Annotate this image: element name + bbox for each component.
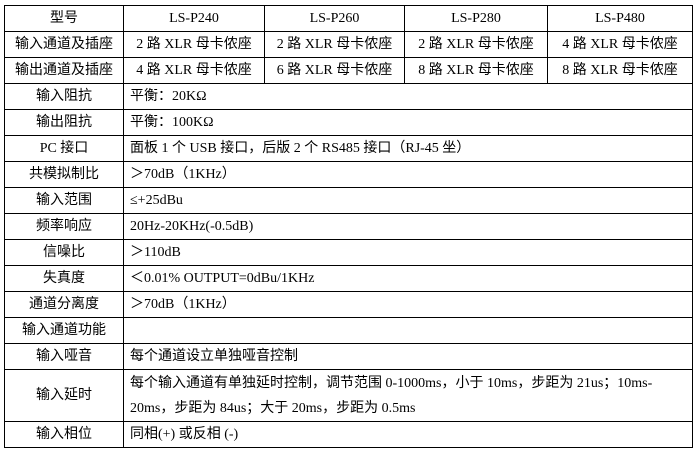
row-value: 面板 1 个 USB 接口，后版 2 个 RS485 接口（RJ-45 坐） (123, 135, 693, 162)
row-value: ＞70dB（1KHz） (123, 161, 693, 188)
row-label: 输入通道功能 (4, 317, 124, 344)
product-spec-table: 型号 LS-P240 LS-P260 LS-P280 LS-P480 输入通道及… (4, 5, 693, 448)
row-value (123, 317, 693, 344)
row-value: 同相(+) 或反相 (-) (123, 421, 693, 448)
table-row-input-range: 输入范围 ≤+25dBu (4, 187, 693, 214)
table-row-cmrr: 共模拟制比 ＞70dB（1KHz） (4, 161, 693, 188)
cell-value: 8 路 XLR 母卡侬座 (404, 57, 548, 84)
table-row-input-impedance: 输入阻抗 平衡：20KΩ (4, 83, 693, 110)
cell-value: 2 路 XLR 母卡侬座 (404, 31, 548, 58)
row-value: ＞70dB（1KHz） (123, 291, 693, 318)
model-name: LS-P280 (404, 5, 548, 32)
table-row-frequency-response: 频率响应 20Hz-20KHz(-0.5dB) (4, 213, 693, 240)
table-row-input-channel-functions: 输入通道功能 (4, 317, 693, 344)
model-name: LS-P480 (547, 5, 693, 32)
cell-value: 4 路 XLR 母卡侬座 (123, 57, 265, 84)
row-label: 输入延时 (4, 369, 124, 422)
row-value: ＜0.01% OUTPUT=0dBu/1KHz (123, 265, 693, 292)
row-label: 共模拟制比 (4, 161, 124, 188)
row-value: ＞110dB (123, 239, 693, 266)
table-row-input-phase: 输入相位 同相(+) 或反相 (-) (4, 421, 693, 448)
table-row-input-channels: 输入通道及插座 2 路 XLR 母卡侬座 2 路 XLR 母卡侬座 2 路 XL… (4, 31, 693, 58)
row-value: 平衡：100KΩ (123, 109, 693, 136)
row-label: 输入范围 (4, 187, 124, 214)
row-label: 输入相位 (4, 421, 124, 448)
table-row-output-impedance: 输出阻抗 平衡：100KΩ (4, 109, 693, 136)
table-row-snr: 信噪比 ＞110dB (4, 239, 693, 266)
cell-value: 2 路 XLR 母卡侬座 (264, 31, 405, 58)
header-model-label: 型号 (4, 5, 124, 32)
row-label: 输入通道及插座 (4, 31, 124, 58)
row-label: 失真度 (4, 265, 124, 292)
table-row-input-delay: 输入延时 每个输入通道有单独延时控制，调节范围 0-1000ms，小于 10ms… (4, 369, 693, 422)
table-row-pc-interface: PC 接口 面板 1 个 USB 接口，后版 2 个 RS485 接口（RJ-4… (4, 135, 693, 162)
row-label: 输入哑音 (4, 343, 124, 370)
row-value: ≤+25dBu (123, 187, 693, 214)
row-label: 信噪比 (4, 239, 124, 266)
row-label: PC 接口 (4, 135, 124, 162)
cell-value: 4 路 XLR 母卡侬座 (547, 31, 693, 58)
row-label: 输出阻抗 (4, 109, 124, 136)
header-row: 型号 LS-P240 LS-P260 LS-P280 LS-P480 (4, 5, 693, 32)
cell-value: 2 路 XLR 母卡侬座 (123, 31, 265, 58)
row-value: 20Hz-20KHz(-0.5dB) (123, 213, 693, 240)
model-name: LS-P240 (123, 5, 265, 32)
row-value: 平衡：20KΩ (123, 83, 693, 110)
row-value: 每个通道设立单独哑音控制 (123, 343, 693, 370)
table-row-input-mute: 输入哑音 每个通道设立单独哑音控制 (4, 343, 693, 370)
model-name: LS-P260 (264, 5, 405, 32)
cell-value: 6 路 XLR 母卡侬座 (264, 57, 405, 84)
row-value: 每个输入通道有单独延时控制，调节范围 0-1000ms，小于 10ms，步距为 … (123, 369, 693, 422)
cell-value: 8 路 XLR 母卡侬座 (547, 57, 693, 84)
row-label: 频率响应 (4, 213, 124, 240)
table-row-channel-separation: 通道分离度 ＞70dB（1KHz） (4, 291, 693, 318)
row-label: 输入阻抗 (4, 83, 124, 110)
table-row-output-channels: 输出通道及插座 4 路 XLR 母卡侬座 6 路 XLR 母卡侬座 8 路 XL… (4, 57, 693, 84)
row-label: 通道分离度 (4, 291, 124, 318)
table-row-distortion: 失真度 ＜0.01% OUTPUT=0dBu/1KHz (4, 265, 693, 292)
row-label: 输出通道及插座 (4, 57, 124, 84)
